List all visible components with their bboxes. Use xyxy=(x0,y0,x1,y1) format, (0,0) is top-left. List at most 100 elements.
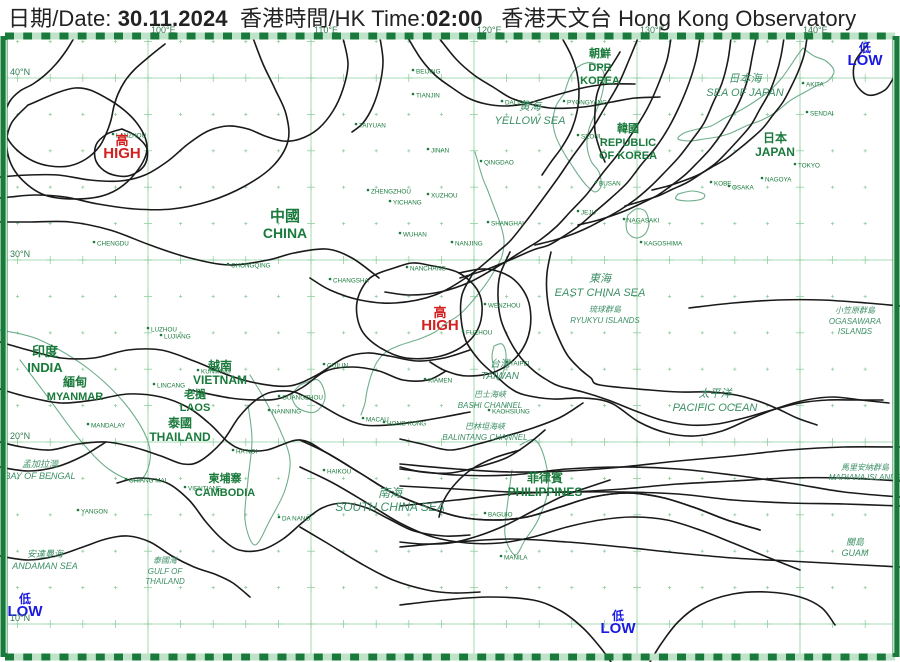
svg-text:AKITA: AKITA xyxy=(806,82,825,89)
svg-text:DA NANG: DA NANG xyxy=(282,516,310,523)
svg-text:MACAU: MACAU xyxy=(366,417,389,424)
svg-text:JAPAN: JAPAN xyxy=(755,145,795,159)
svg-text:XIAMEN: XIAMEN xyxy=(428,378,453,385)
svg-text:SHANGHAI: SHANGHAI xyxy=(491,221,524,228)
svg-text:EAST CHINA SEA: EAST CHINA SEA xyxy=(555,287,646,299)
svg-text:MANDALAY: MANDALAY xyxy=(91,423,126,430)
svg-text:NANJING: NANJING xyxy=(455,241,483,248)
svg-text:KOBE: KOBE xyxy=(714,181,732,188)
svg-text:日本: 日本 xyxy=(763,130,787,145)
svg-text:GUAM: GUAM xyxy=(842,548,870,558)
svg-text:LAOS: LAOS xyxy=(180,402,211,414)
svg-text:YELLOW SEA: YELLOW SEA xyxy=(495,115,566,127)
svg-text:ZHENGZHOU: ZHENGZHOU xyxy=(371,189,411,196)
svg-text:TAIWAN: TAIWAN xyxy=(481,371,520,382)
svg-text:LOW: LOW xyxy=(848,52,884,69)
svg-text:QINGDAO: QINGDAO xyxy=(484,160,514,167)
svg-text:琉球群島: 琉球群島 xyxy=(589,305,622,314)
svg-text:泰國: 泰國 xyxy=(167,415,192,430)
svg-text:老撾: 老撾 xyxy=(183,387,206,401)
svg-text:菲律賓: 菲律賓 xyxy=(527,470,563,485)
svg-text:CHENGDU: CHENGDU xyxy=(97,241,129,248)
svg-text:WENZHOU: WENZHOU xyxy=(488,303,521,310)
svg-text:XUZHOU: XUZHOU xyxy=(431,193,458,200)
svg-text:SENDAI: SENDAI xyxy=(810,111,834,118)
svg-text:CAMBODIA: CAMBODIA xyxy=(195,487,256,499)
svg-text:PHILIPPINES: PHILIPPINES xyxy=(508,485,583,499)
svg-text:DPR: DPR xyxy=(588,62,611,74)
svg-text:印度: 印度 xyxy=(32,344,59,359)
svg-text:ANDAMAN SEA: ANDAMAN SEA xyxy=(11,561,78,571)
svg-text:LUJIANG: LUJIANG xyxy=(164,334,191,341)
svg-text:安達曼海: 安達曼海 xyxy=(27,549,65,559)
svg-text:關島: 關島 xyxy=(846,537,865,547)
svg-text:OSAKA: OSAKA xyxy=(732,185,754,192)
svg-text:MYANMAR: MYANMAR xyxy=(47,391,103,403)
svg-text:CHINA: CHINA xyxy=(263,225,307,241)
svg-text:韓國: 韓國 xyxy=(617,121,639,135)
svg-text:孟加拉灣: 孟加拉灣 xyxy=(22,459,59,469)
svg-text:OF KOREA: OF KOREA xyxy=(599,150,657,162)
svg-text:20°N: 20°N xyxy=(10,431,30,441)
svg-text:OGASAWARA: OGASAWARA xyxy=(829,317,881,326)
svg-text:中國: 中國 xyxy=(270,207,300,225)
svg-text:NAGOYA: NAGOYA xyxy=(765,177,792,184)
svg-text:ISLANDS: ISLANDS xyxy=(838,327,873,336)
svg-text:南海: 南海 xyxy=(378,486,404,500)
svg-text:CHONGQING: CHONGQING xyxy=(231,263,271,270)
svg-text:NANCHANG: NANCHANG xyxy=(410,266,446,273)
svg-text:越南: 越南 xyxy=(207,358,232,373)
svg-text:HONG KONG: HONG KONG xyxy=(387,421,426,428)
svg-text:PACIFIC OCEAN: PACIFIC OCEAN xyxy=(673,402,758,414)
svg-text:台灣: 台灣 xyxy=(490,358,512,370)
svg-text:HIGH: HIGH xyxy=(103,145,141,162)
svg-text:PYONGYANG: PYONGYANG xyxy=(567,100,607,107)
svg-text:YICHANG: YICHANG xyxy=(393,200,422,207)
svg-text:太平洋: 太平洋 xyxy=(699,387,734,400)
svg-text:東海: 東海 xyxy=(589,272,613,285)
svg-text:巴林坦海峽: 巴林坦海峽 xyxy=(465,422,506,431)
svg-text:TOKYO: TOKYO xyxy=(798,163,820,170)
svg-text:BASHI CHANNEL: BASHI CHANNEL xyxy=(458,401,522,410)
svg-text:JEJU: JEJU xyxy=(581,210,596,217)
svg-text:FUZHOU: FUZHOU xyxy=(466,330,493,337)
svg-text:HAIKOU: HAIKOU xyxy=(327,469,352,476)
svg-text:GUANGZHOU: GUANGZHOU xyxy=(282,395,323,402)
svg-text:柬埔寨: 柬埔寨 xyxy=(209,471,242,485)
svg-text:CHIANG MAI: CHIANG MAI xyxy=(129,478,167,485)
svg-text:SEA OF JAPAN: SEA OF JAPAN xyxy=(706,87,783,99)
svg-text:巴士海峽: 巴士海峽 xyxy=(474,390,507,399)
svg-text:SOUTH CHINA SEA: SOUTH CHINA SEA xyxy=(335,500,445,514)
svg-text:KAGOSHIMA: KAGOSHIMA xyxy=(644,241,683,248)
svg-text:YANGON: YANGON xyxy=(81,509,108,516)
svg-text:馬里安納群島: 馬里安納群島 xyxy=(841,463,890,472)
svg-text:MANILA: MANILA xyxy=(504,555,528,562)
svg-text:GUILIN: GUILIN xyxy=(327,363,348,370)
svg-text:BUSAN: BUSAN xyxy=(599,181,621,188)
svg-text:RYUKYU ISLANDS: RYUKYU ISLANDS xyxy=(570,316,640,325)
svg-text:GULF OF: GULF OF xyxy=(148,567,184,576)
svg-text:THAILAND: THAILAND xyxy=(145,577,185,586)
svg-text:REPUBLIC: REPUBLIC xyxy=(600,137,656,149)
svg-text:BALINTANG CHANNEL: BALINTANG CHANNEL xyxy=(442,433,527,442)
svg-text:HIGH: HIGH xyxy=(421,317,459,334)
svg-text:LINCANG: LINCANG xyxy=(157,383,185,390)
svg-text:黄海: 黄海 xyxy=(519,100,543,113)
svg-text:泰國灣: 泰國灣 xyxy=(153,556,178,565)
svg-text:KOREA: KOREA xyxy=(580,75,620,87)
svg-text:WUHAN: WUHAN xyxy=(403,232,427,239)
svg-text:INDIA: INDIA xyxy=(27,360,63,375)
svg-text:40°N: 40°N xyxy=(10,67,30,77)
svg-text:MARIANA ISLANDS: MARIANA ISLANDS xyxy=(829,473,900,482)
svg-text:朝鮮: 朝鮮 xyxy=(589,46,611,60)
svg-text:TIANJIN: TIANJIN xyxy=(416,93,440,100)
svg-text:NAGASAKI: NAGASAKI xyxy=(627,218,659,225)
svg-text:日本海: 日本海 xyxy=(729,72,764,85)
svg-text:緬甸: 緬甸 xyxy=(63,374,87,389)
svg-text:LUZHOU: LUZHOU xyxy=(151,327,177,334)
svg-text:小笠原群島: 小笠原群島 xyxy=(835,306,876,315)
svg-text:JINAN: JINAN xyxy=(431,148,450,155)
svg-text:HA NOI: HA NOI xyxy=(236,449,258,456)
svg-text:TAIYUAN: TAIYUAN xyxy=(359,123,386,130)
svg-text:10°N: 10°N xyxy=(10,613,30,623)
